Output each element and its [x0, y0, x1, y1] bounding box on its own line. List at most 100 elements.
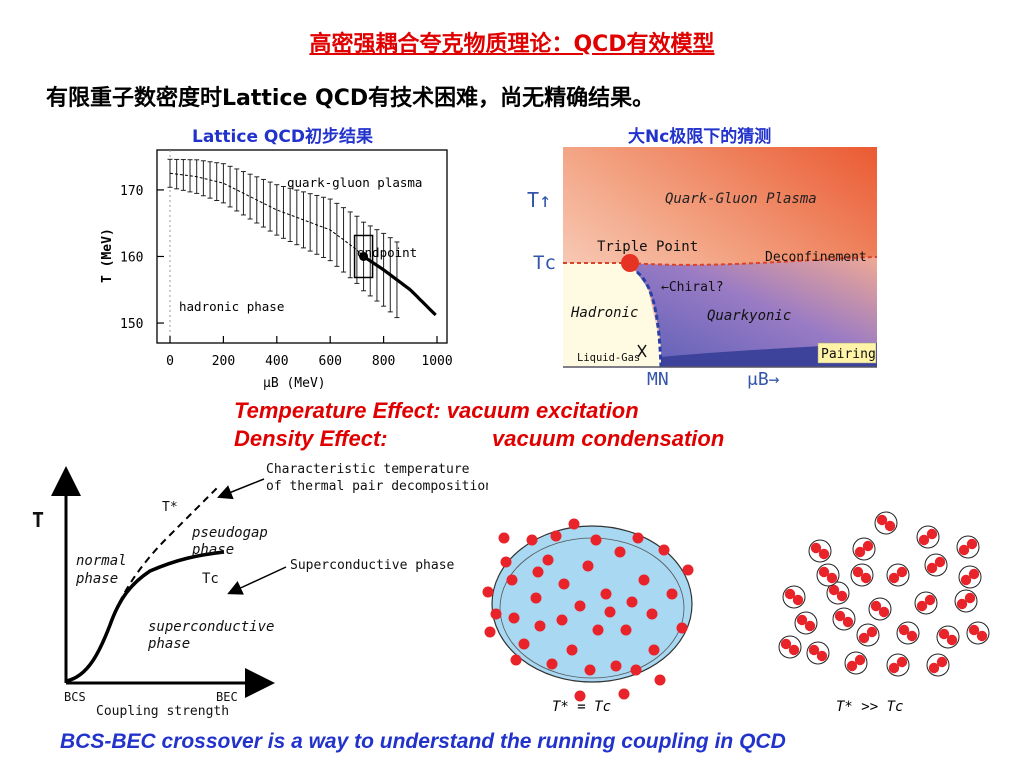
particle — [510, 654, 522, 666]
largenc-diagram: T↑ Tc Quark-Gluon Plasma Triple Point De… — [527, 147, 878, 390]
lattice-caption: Lattice QCD初步结果 — [192, 127, 373, 147]
electron-pair — [808, 539, 832, 563]
particle — [558, 578, 570, 590]
density-effect-label: Density Effect: — [234, 426, 388, 451]
electron-pair — [958, 565, 982, 589]
particle — [888, 572, 900, 584]
particle — [530, 592, 542, 604]
x-tick-label: 200 — [212, 354, 235, 369]
quarkyonic-text: Quarkyonic — [707, 308, 791, 324]
electron-pair — [852, 537, 876, 561]
x-tick-label: 0 — [166, 354, 174, 369]
lattice-xlabel: μB (MeV) — [263, 376, 326, 391]
particle — [614, 546, 626, 558]
electron-pair — [850, 563, 874, 587]
particle — [490, 608, 502, 620]
particle — [966, 538, 978, 550]
condensate-particles — [482, 518, 694, 702]
particle — [956, 598, 968, 610]
particle — [508, 612, 520, 624]
particle — [574, 600, 586, 612]
particle — [934, 556, 946, 568]
particle — [584, 664, 596, 676]
electron-pair — [924, 553, 948, 577]
particle — [500, 556, 512, 568]
particle — [836, 590, 848, 602]
liquid-gas-text: Liquid-Gas — [577, 352, 640, 364]
super-line2: phase — [147, 636, 190, 652]
slide-subtitle: 有限重子数密度时Lattice QCD有技术困难，尚无精确结果。 — [46, 86, 655, 111]
electron-pair — [936, 625, 960, 649]
particle — [898, 624, 910, 636]
endpoint-box — [353, 234, 374, 279]
particle — [592, 624, 604, 636]
endpoint-label: endpoint — [357, 245, 417, 260]
triple-point-text: Triple Point — [597, 239, 698, 255]
particle — [600, 588, 612, 600]
particle — [780, 638, 792, 650]
particle — [860, 572, 872, 584]
particle — [896, 566, 908, 578]
particle — [574, 690, 586, 702]
particle — [826, 572, 838, 584]
particle — [804, 620, 816, 632]
x-tick-label: 800 — [372, 354, 395, 369]
particle — [968, 568, 980, 580]
particle — [828, 584, 840, 596]
electron-pair — [816, 563, 840, 587]
particle — [960, 574, 972, 586]
particle — [666, 588, 678, 600]
triple-point-marker — [621, 254, 639, 272]
particle — [648, 644, 660, 656]
particle — [498, 532, 510, 544]
electron-pair — [926, 653, 950, 677]
superconductive-phase-label: Superconductive phase — [290, 558, 455, 573]
particle — [618, 688, 630, 700]
endpoint-marker — [359, 251, 369, 261]
particle — [534, 620, 546, 632]
density-effect-value: vacuum condensation — [492, 426, 725, 451]
slide-title: 高密强耦合夸克物质理论：QCD有效模型 — [0, 26, 1024, 58]
x-tick-label: 600 — [319, 354, 342, 369]
particle — [620, 624, 632, 636]
x-tick-label: 1000 — [421, 354, 452, 369]
mn-label: MN — [647, 369, 669, 390]
quarkyonic-region — [630, 257, 877, 367]
particle — [484, 626, 496, 638]
mub-label: μB→ — [747, 369, 780, 390]
footer-statement: BCS-BEC crossover is a way to understand… — [60, 730, 786, 753]
chiral-text: ←Chiral? — [661, 280, 724, 295]
particle — [964, 592, 976, 604]
electron-pair — [826, 581, 850, 605]
temperature-effect: Temperature Effect: vacuum excitation — [234, 398, 639, 423]
particle — [532, 566, 544, 578]
liquid-gas-cross — [637, 344, 647, 358]
electron-pair — [954, 589, 978, 613]
lattice-ylabel: T (MeV) — [100, 228, 115, 283]
lattice-plot-frame — [156, 149, 448, 344]
particle — [878, 606, 890, 618]
bcs-t-label: T — [32, 508, 44, 532]
particle — [630, 664, 642, 676]
pairs-illustration: T* >> Tc — [778, 511, 990, 715]
tc-bcs-label: Tc — [202, 571, 219, 587]
particle — [928, 662, 940, 674]
coupling-label: Coupling strength — [96, 704, 229, 719]
particle — [810, 542, 822, 554]
particle — [968, 624, 980, 636]
superconductive-arrow — [227, 566, 287, 595]
condensate-illustration: T* = Tc — [482, 518, 694, 715]
electron-pair — [778, 635, 802, 659]
pseudogap-line2: phase — [191, 542, 234, 558]
electron-pair — [856, 623, 880, 647]
electron-pair — [916, 525, 940, 549]
particle — [568, 518, 580, 530]
particle — [796, 614, 808, 626]
electron-pair — [794, 611, 818, 635]
label-tstar-gg-tc: T* >> Tc — [836, 699, 903, 715]
particle — [854, 654, 866, 666]
normal-line1: normal — [76, 553, 127, 569]
t-axis-label: T↑ — [527, 188, 551, 212]
char-temp-line2: of thermal pair decomposition — [266, 479, 488, 494]
electron-pair — [956, 535, 980, 559]
